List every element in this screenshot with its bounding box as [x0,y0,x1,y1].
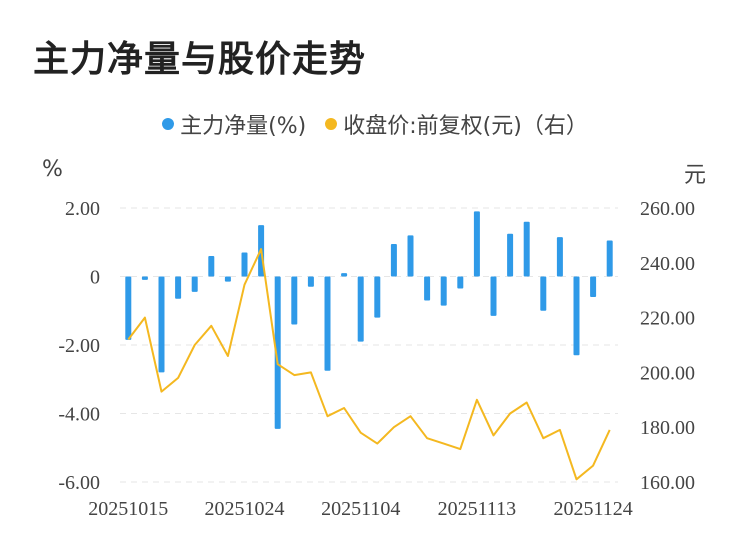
net-bar [590,276,597,298]
net-bar [556,237,563,277]
price-line [127,248,611,481]
right-tick-label: 260.00 [640,198,695,220]
net-bar [424,276,431,301]
x-tick-label: 20251124 [553,498,632,520]
net-bar [274,276,281,429]
left-tick-label: 0 [90,267,100,289]
net-bar [374,276,381,318]
legend: 主力净量(%) 收盘价:前复权(元)（右） [0,108,750,140]
net-bar [125,276,132,340]
left-axis-unit: % [42,157,63,182]
bar-series [125,211,613,429]
net-bar [390,243,397,277]
left-tick-label: 2.00 [65,198,100,220]
net-bar [341,273,348,277]
net-bar [224,276,231,282]
net-bar [473,211,480,277]
net-bar [141,276,148,280]
left-tick-label: -6.00 [58,472,100,494]
x-tick-label: 20251024 [205,498,285,520]
net-bar [324,276,331,371]
net-bar [457,276,464,289]
net-bar [175,276,182,299]
legend-bar-marker-icon [162,118,175,130]
net-bar [540,276,547,311]
right-axis-unit: 元 [684,163,707,188]
net-bar [490,276,497,316]
line-series [127,248,611,481]
net-bar [208,255,215,277]
net-bar [440,276,447,306]
net-bar [573,276,580,356]
legend-label-price: 收盘价:前复权(元)（右） [343,114,588,139]
right-tick-label: 180.00 [640,417,695,439]
net-bar [307,276,314,287]
net-bar [523,221,530,277]
grid-layer [120,207,618,483]
right-tick-label: 160.00 [640,472,695,494]
x-tick-label: 20251104 [321,498,400,520]
net-bar [241,252,248,277]
right-tick-label: 240.00 [640,253,695,275]
net-bar [191,276,198,292]
net-bar [357,276,364,342]
net-bar [507,233,514,277]
left-tick-label: -2.00 [58,335,100,357]
legend-item-net[interactable]: 主力净量(%) [162,108,306,140]
left-tick-label: -4.00 [58,404,100,426]
right-tick-label: 220.00 [640,308,695,330]
right-tick-label: 200.00 [640,362,695,384]
chart-title: 主力净量与股价走势 [33,39,367,80]
x-tick-label: 20251113 [438,498,517,520]
legend-item-price[interactable]: 收盘价:前复权(元)（右） [325,108,588,140]
legend-line-marker-icon [325,118,338,130]
axis-labels: 2.00 0 -2.00 -4.00 -6.00 260.00 240.00 220.00 20… [58,198,695,520]
net-bar [606,240,613,277]
x-tick-label: 20251015 [88,498,168,520]
net-bar [407,235,414,277]
net-bar [158,276,165,373]
legend-label-net: 主力净量(%) [180,114,307,139]
net-bar [291,276,298,325]
